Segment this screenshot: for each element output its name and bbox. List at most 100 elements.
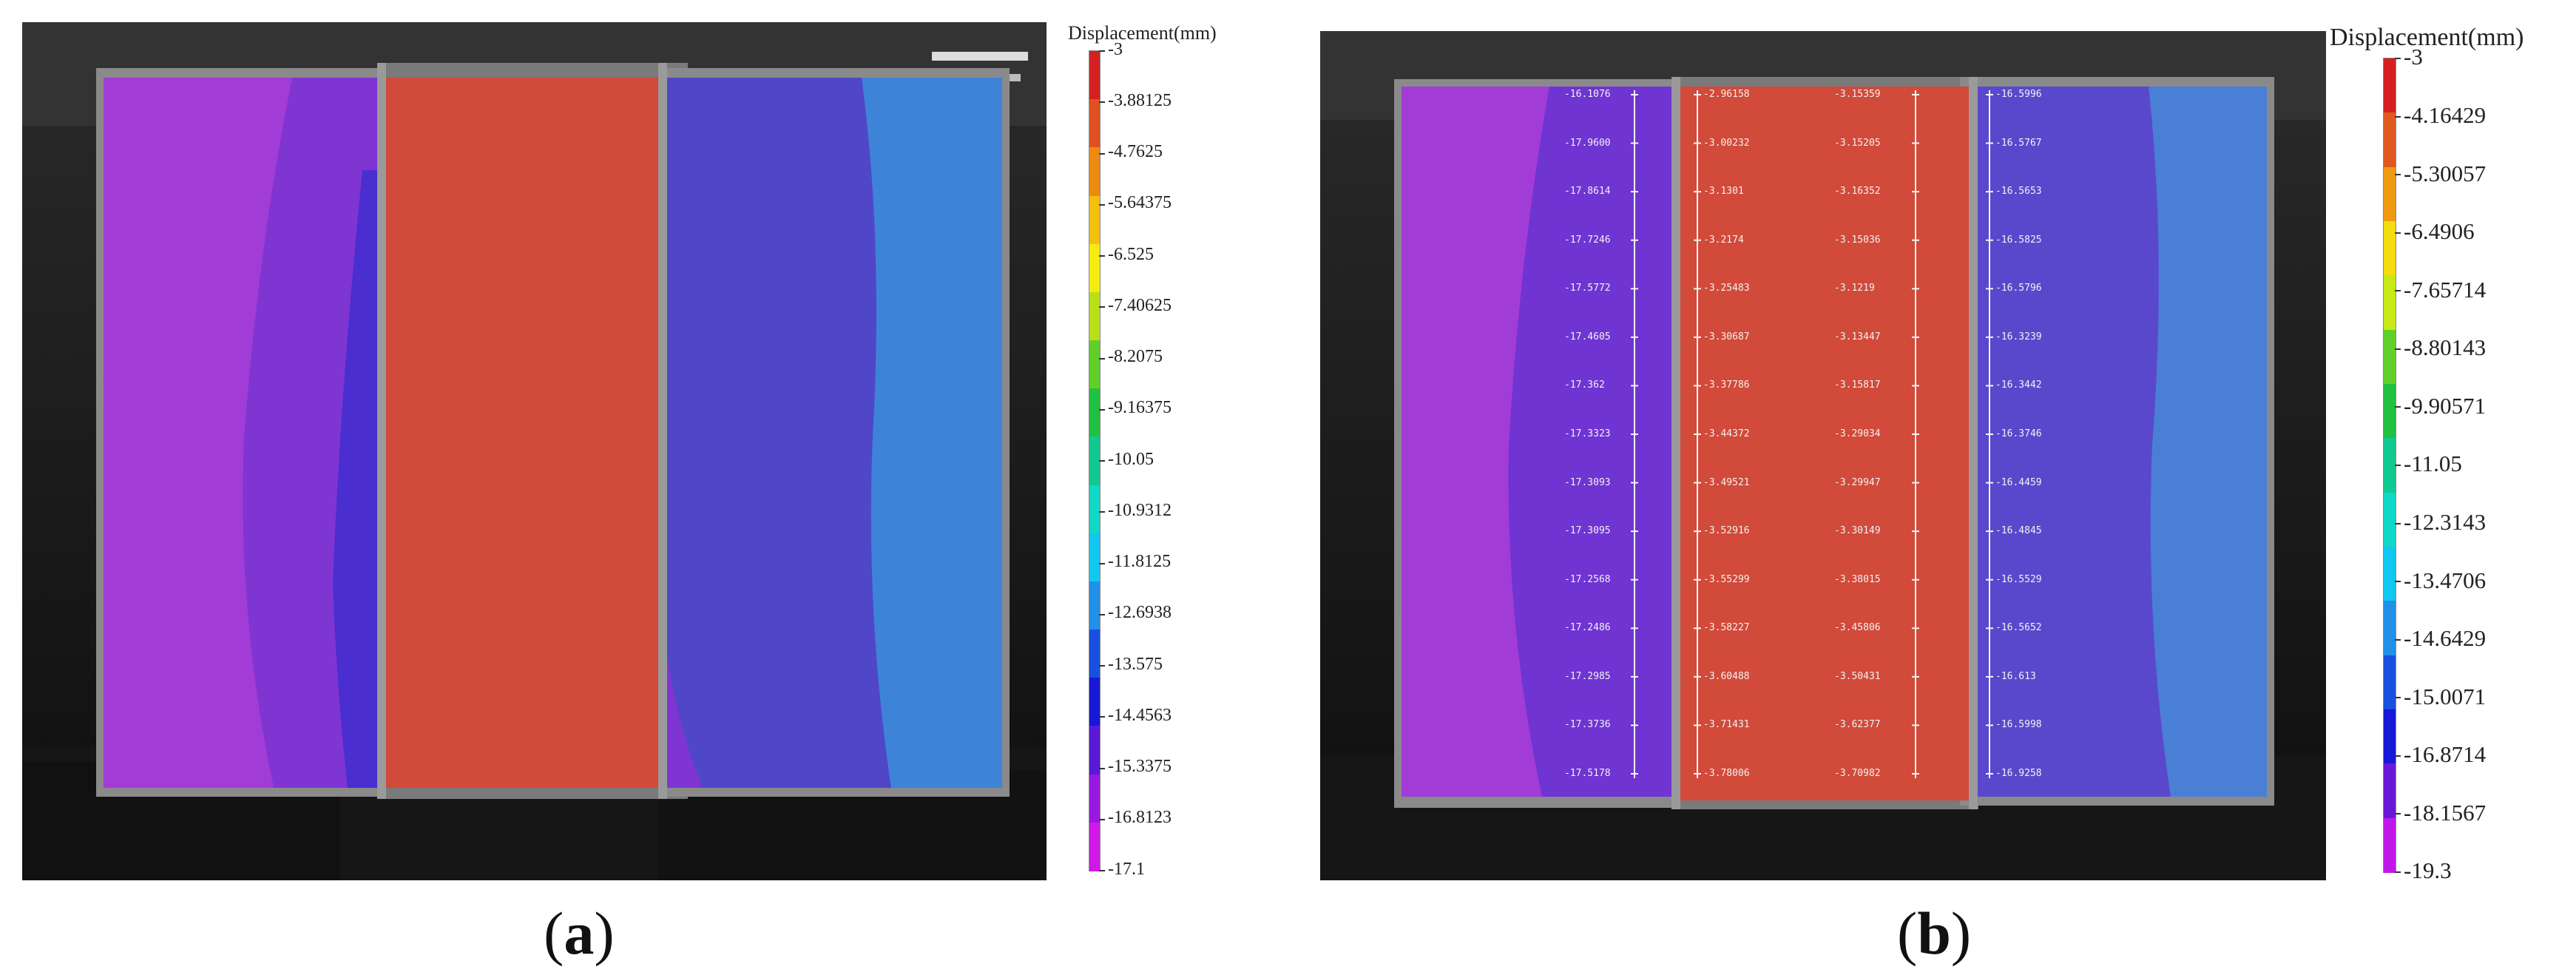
panel-b-legend: Displacement(mm) -3 -4.16429 -5.30057 -6.49…: [2330, 15, 2566, 888]
colorbar-tick-mark: [1099, 357, 1105, 360]
colorbar-tick-label: -15.3375: [1108, 757, 1172, 777]
panel-b-contour-photo: -16.1076 -17.9600 -17.8614 -17.7246 -17.5772…: [1320, 31, 2326, 880]
colorbar-tick-mark: [2395, 871, 2401, 873]
colorbar-segment: [1089, 291, 1100, 342]
panel-a-colorbar: [1089, 50, 1101, 871]
colorbar-tick-label: -11.05: [2404, 451, 2462, 477]
colorbar-segment: [1089, 243, 1100, 293]
colorbar-segment: [2384, 58, 2396, 114]
probe-value-label: -16.613: [1995, 670, 2036, 682]
colorbar-tick-mark: [2395, 697, 2401, 699]
colorbar-tick-label: -6.4906: [2404, 218, 2475, 245]
colorbar-tick-mark: [1099, 562, 1105, 564]
probe-value-label: -17.2568: [1564, 573, 1611, 585]
probe-value-label: -17.5772: [1564, 283, 1611, 294]
probe-value-label: -16.5998: [1995, 719, 2042, 731]
colorbar-tick-label: -3.88125: [1108, 90, 1172, 110]
probe-value-label: -16.1076: [1564, 89, 1611, 100]
colorbar-segment: [1089, 774, 1100, 823]
colorbar-tick-label: -19.3: [2404, 857, 2452, 884]
colorbar-tick-mark: [2395, 232, 2401, 234]
probe-value-label: -17.5178: [1564, 768, 1611, 779]
colorbar-tick-mark: [1099, 50, 1105, 52]
colorbar-tick-mark: [2395, 115, 2401, 118]
colorbar-tick-label: -10.05: [1108, 449, 1154, 469]
probe-value-label: -17.3095: [1564, 525, 1611, 537]
colorbar-tick-mark: [2395, 348, 2401, 350]
probe-value-label: -16.4459: [1995, 476, 2042, 488]
probe-value-label: -3.1301: [1703, 186, 1744, 198]
probe-value-label: -3.30149: [1834, 525, 1881, 537]
probe-value-label: -3.2174: [1703, 234, 1744, 246]
colorbar-tick-mark: [2395, 465, 2401, 466]
colorbar-segment: [1089, 822, 1100, 871]
probe-value-label: -3.29947: [1834, 476, 1881, 488]
probe-value-label: -3.37786: [1703, 379, 1750, 391]
colorbar-tick-mark: [1099, 408, 1105, 411]
colorbar-segment: [1089, 485, 1100, 534]
colorbar-tick-mark: [2395, 638, 2401, 641]
panel-a-legend-title: Displacement(mm): [1068, 22, 1217, 44]
colorbar-tick-label: -13.4706: [2404, 567, 2487, 593]
colorbar-tick-label: -8.80143: [2404, 334, 2487, 361]
probe-value-label: -16.5996: [1995, 89, 2042, 100]
colorbar-tick-label: -16.8123: [1108, 808, 1172, 828]
probe-value-label: -3.62377: [1834, 719, 1881, 731]
colorbar-tick-label: -16.8714: [2404, 741, 2487, 768]
probe-value-label: -3.55299: [1703, 573, 1750, 585]
probe-value-label: -17.8614: [1564, 186, 1611, 198]
colorbar-tick-mark: [1099, 460, 1105, 462]
panel-b-caption: (b): [1897, 900, 1972, 967]
colorbar-segment: [1089, 630, 1100, 679]
colorbar-segment: [1089, 726, 1100, 775]
colorbar-tick-mark: [1099, 203, 1105, 206]
colorbar-segment: [2384, 492, 2396, 547]
colorbar-tick-mark: [1099, 767, 1105, 769]
probe-value-label: -3.49521: [1703, 476, 1750, 488]
colorbar-tick-label: -3: [1108, 39, 1123, 59]
colorbar-tick-mark: [2395, 290, 2401, 292]
probe-value-label: -16.4845: [1995, 525, 2042, 537]
panel-a-caption: (a): [544, 900, 615, 967]
colorbar-tick-label: -7.40625: [1108, 295, 1172, 315]
colorbar-tick-label: -17.1: [1108, 859, 1145, 879]
colorbar-segment: [2384, 112, 2396, 168]
colorbar-tick-label: -12.6938: [1108, 603, 1172, 623]
probe-value-label: -16.5767: [1995, 137, 2042, 149]
probe-value-label: -17.3323: [1564, 428, 1611, 439]
probe-value-label: -3.00232: [1703, 137, 1750, 149]
probe-value-label: -16.5796: [1995, 283, 2042, 294]
colorbar-tick-label: -7.65714: [2404, 276, 2487, 303]
probe-value-label: -17.9600: [1564, 137, 1611, 149]
colorbar-segment: [2384, 438, 2396, 493]
colorbar-segment: [1089, 533, 1100, 582]
probe-value-label: -17.362: [1564, 379, 1605, 391]
colorbar-tick-label: -11.8125: [1108, 552, 1172, 572]
panel-a-displacement-contour: [22, 22, 1047, 880]
probe-value-label: -17.7246: [1564, 234, 1611, 246]
colorbar-tick-label: -3: [2404, 44, 2423, 70]
colorbar-tick-label: -9.16375: [1108, 398, 1172, 418]
colorbar-segment: [1089, 147, 1100, 197]
colorbar-tick-label: -13.575: [1108, 654, 1163, 674]
panel-a-legend: Displacement(mm) -3 -3.88125 -4.7625 -5.643…: [1058, 15, 1257, 888]
colorbar-tick-mark: [2395, 522, 2401, 524]
colorbar-tick-label: -4.16429: [2404, 101, 2487, 128]
colorbar-tick-label: -5.64375: [1108, 193, 1172, 213]
colorbar-segment: [2384, 709, 2396, 765]
probe-value-label: -16.3746: [1995, 428, 2042, 439]
colorbar-segment: [2384, 547, 2396, 602]
probe-value-label: -17.3093: [1564, 476, 1611, 488]
colorbar-segment: [2384, 655, 2396, 710]
colorbar-tick-label: -18.1567: [2404, 799, 2487, 826]
probe-value-label: -17.2985: [1564, 670, 1611, 682]
probe-value-label: -3.16352: [1834, 186, 1881, 198]
probe-value-label: -2.96158: [1703, 89, 1750, 100]
probe-value-label: -3.58227: [1703, 622, 1750, 634]
probe-value-label: -3.15817: [1834, 379, 1881, 391]
probe-value-label: -3.30687: [1703, 331, 1750, 343]
probe-value-label: -3.71431: [1703, 719, 1750, 731]
colorbar-tick-mark: [1099, 152, 1105, 155]
colorbar-tick-mark: [2395, 174, 2401, 176]
probe-value-label: -17.2486: [1564, 622, 1611, 634]
